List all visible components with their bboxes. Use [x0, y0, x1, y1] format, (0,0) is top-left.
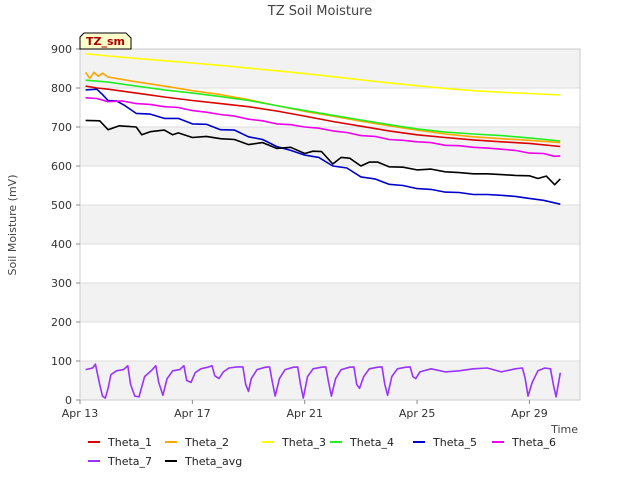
- legend: Theta_1 Theta_2 Theta_3 Theta_4 Theta_5 Theta…: [88, 436, 556, 468]
- background-band: [80, 49, 580, 88]
- y-tick-label: 0: [65, 394, 72, 407]
- x-tick-label: Apr 29: [511, 407, 548, 420]
- legend-label-theta-avg: Theta_avg: [184, 455, 242, 468]
- station-badge-label: TZ_sm: [86, 35, 125, 48]
- x-tick-label: Apr 21: [286, 407, 323, 420]
- legend-label-theta-4: Theta_4: [349, 436, 394, 449]
- legend-label-theta-5: Theta_5: [432, 436, 477, 449]
- series-line-theta-avg: [85, 119, 561, 186]
- series-lines: [84, 52, 562, 399]
- x-tick-label: Apr 17: [174, 407, 211, 420]
- legend-label-theta-2: Theta_2: [184, 436, 229, 449]
- legend-label-theta-1: Theta_1: [107, 436, 152, 449]
- background-band: [80, 205, 580, 244]
- plot-area: [79, 48, 581, 401]
- y-axis-ticks: 0 100 200 300 400 500 600 700 800 900: [51, 43, 80, 407]
- x-axis-label: Time: [550, 423, 578, 436]
- background-band: [80, 127, 580, 166]
- x-tick-label: Apr 13: [62, 407, 99, 420]
- y-tick-label: 400: [51, 238, 72, 251]
- series-line-theta-6: [85, 97, 561, 158]
- chart-title: TZ Soil Moisture: [267, 4, 373, 19]
- series-line-theta-7: [85, 363, 562, 399]
- y-tick-label: 200: [51, 316, 72, 329]
- station-badge: TZ_sm: [79, 32, 132, 50]
- y-tick-label: 800: [51, 82, 72, 95]
- y-axis-label: Soil Moisture (mV): [6, 175, 19, 276]
- y-tick-label: 600: [51, 160, 72, 173]
- legend-label-theta-6: Theta_6: [511, 436, 556, 449]
- y-tick-label: 700: [51, 121, 72, 134]
- gridlines: [80, 48, 580, 401]
- x-axis-ticks: Apr 13 Apr 17 Apr 21 Apr 25 Apr 29: [62, 400, 548, 420]
- series-line-theta-5: [85, 88, 561, 205]
- series-line-theta-3: [85, 52, 561, 96]
- background-bands: [80, 49, 580, 400]
- y-tick-label: 100: [51, 355, 72, 368]
- y-tick-label: 500: [51, 199, 72, 212]
- series-line-theta-4: [85, 79, 561, 142]
- x-tick-label: Apr 25: [399, 407, 436, 420]
- series-line-theta-1: [85, 85, 561, 148]
- y-tick-label: 300: [51, 277, 72, 290]
- legend-label-theta-7: Theta_7: [107, 455, 152, 468]
- legend-label-theta-3: Theta_3: [281, 436, 326, 449]
- background-band: [80, 283, 580, 322]
- y-tick-label: 900: [51, 43, 72, 56]
